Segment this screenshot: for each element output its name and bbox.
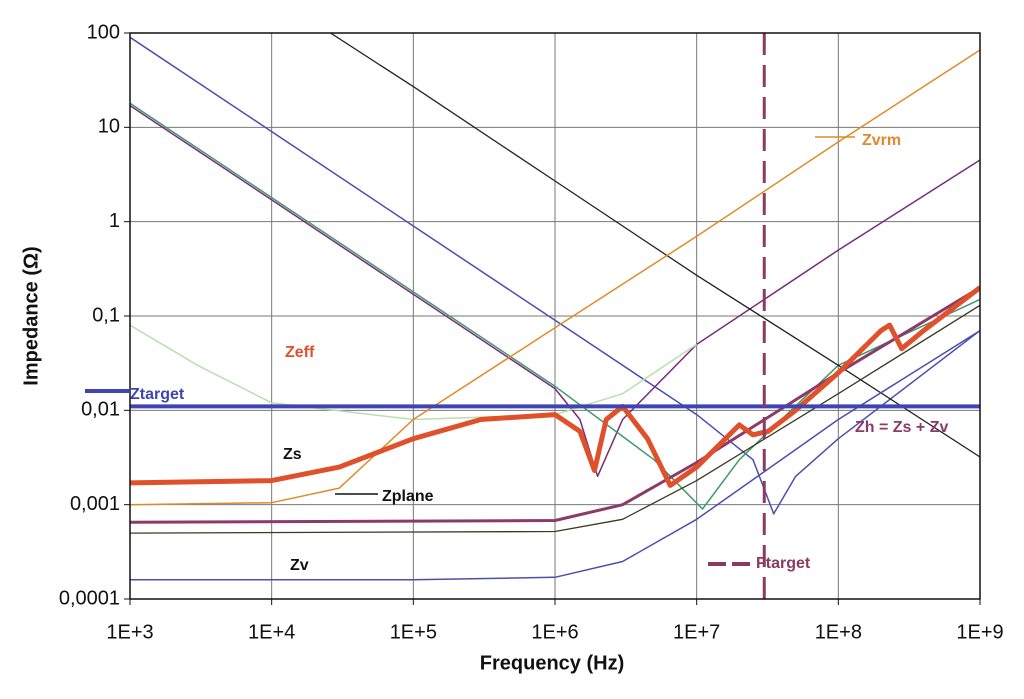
annotation: Zs (283, 446, 302, 463)
y-tick-label: 0,1 (92, 304, 120, 326)
y-tick-label: 0,01 (81, 399, 120, 421)
x-tick-label: 1E+4 (248, 621, 295, 643)
x-tick-label: 1E+6 (531, 621, 578, 643)
series-label: Zeff (285, 344, 315, 361)
series-label: Zh = Zs + Zv (855, 419, 948, 436)
y-tick-label: 0,001 (70, 493, 120, 515)
y-tick-label: 100 (87, 21, 120, 43)
series-line (130, 286, 980, 524)
series-line (130, 49, 980, 506)
series-line (130, 329, 980, 581)
x-tick-label: 1E+3 (106, 621, 153, 643)
series-label: Zv (290, 557, 309, 574)
series-label: Ztarget (130, 386, 185, 403)
series-label: Zvrm (862, 132, 901, 149)
x-axis-title: Frequency (Hz) (480, 652, 624, 674)
y-axis-title: Impedance (Ω) (20, 246, 42, 385)
x-tick-label: 1E+9 (956, 621, 1003, 643)
plot-border (129, 32, 981, 600)
series-line (130, 304, 980, 534)
y-tick-label: 1 (109, 210, 120, 232)
vline-label: Ftarget (756, 555, 811, 572)
series-line (130, 285, 980, 488)
x-tick-label: 1E+8 (815, 621, 862, 643)
series-line (330, 33, 980, 458)
y-tick-label: 0,0001 (59, 587, 120, 609)
x-tick-label: 1E+5 (390, 621, 437, 643)
plot-lines (130, 33, 980, 581)
x-tick-label: 1E+7 (673, 621, 720, 643)
y-tick-label: 10 (98, 116, 120, 138)
series-label: Zplane (382, 488, 434, 505)
series-line (130, 102, 980, 510)
